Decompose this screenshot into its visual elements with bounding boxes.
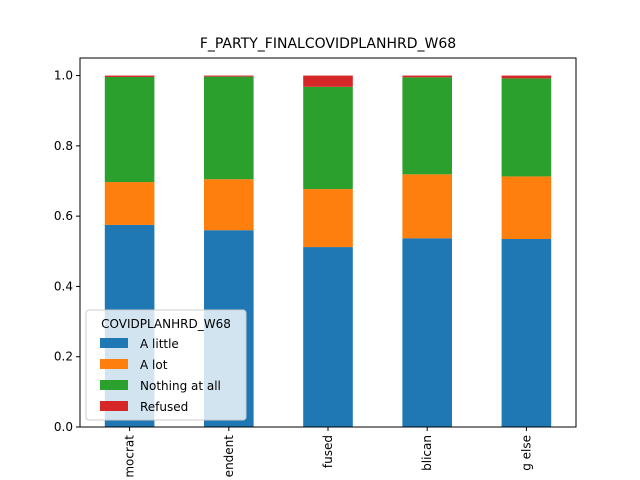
legend-swatch: [100, 359, 128, 369]
y-tick-label: 0.8: [54, 139, 73, 153]
x-tick-label: g else: [519, 435, 533, 471]
bar-segment-something-else-a-little: [501, 238, 552, 427]
bar-segment-independent-refused: [204, 75, 254, 77]
bar-segment-independent-a-lot: [204, 179, 254, 231]
legend-label: A little: [140, 337, 179, 351]
bar-segment-republican-a-lot: [402, 174, 452, 239]
y-tick-label: 0.6: [54, 209, 73, 223]
legend-title: COVIDPLANHRD_W68: [101, 317, 231, 331]
legend: COVIDPLANHRD_W68 A little A lot Nothing at…: [85, 309, 247, 421]
bar-segment-refused-refused: [303, 75, 353, 87]
x-tick-label: fused: [321, 435, 335, 468]
y-tick-label: 0.2: [54, 350, 73, 364]
bar-segment-something-else-nothing-at-all: [501, 78, 552, 177]
x-tick-label: endent: [222, 435, 236, 478]
bar-segment-republican-nothing-at-all: [402, 77, 452, 175]
legend-swatch: [100, 338, 128, 348]
bar-segment-refused-nothing-at-all: [303, 86, 353, 190]
bar-segment-refused-a-lot: [303, 189, 353, 248]
bar-segment-something-else-refused: [501, 75, 552, 79]
legend-label: Nothing at all: [140, 379, 221, 393]
bar-segment-republican-refused: [402, 75, 452, 78]
bar-segment-democrat-a-lot: [104, 182, 155, 225]
x-tick-label: blican: [420, 435, 434, 471]
bar-segment-democrat-nothing-at-all: [104, 76, 155, 183]
legend-label: A lot: [140, 358, 168, 372]
bar-segment-refused-a-little: [303, 247, 353, 427]
legend-label: Refused: [140, 400, 188, 414]
x-tick-label: mocrat: [123, 435, 137, 478]
y-tick-label: 0.4: [54, 279, 73, 293]
chart-title: F_PARTY_FINALCOVIDPLANHRD_W68: [200, 36, 456, 52]
bar-segment-something-else-a-lot: [501, 176, 552, 239]
axes-layer: 0.0 0.2 0.4 0.6 0.8 1.0 mocrat endent fused blica…: [54, 57, 577, 478]
y-tick-label: 0.0: [54, 420, 73, 434]
y-tick-label: 1.0: [54, 69, 73, 83]
legend-frame: [85, 309, 247, 421]
bar-segment-independent-nothing-at-all: [204, 76, 254, 180]
bar-segment-democrat-refused: [104, 75, 155, 77]
bar-segment-republican-a-little: [402, 238, 452, 427]
legend-swatch: [100, 380, 128, 390]
legend-swatch: [100, 401, 128, 411]
